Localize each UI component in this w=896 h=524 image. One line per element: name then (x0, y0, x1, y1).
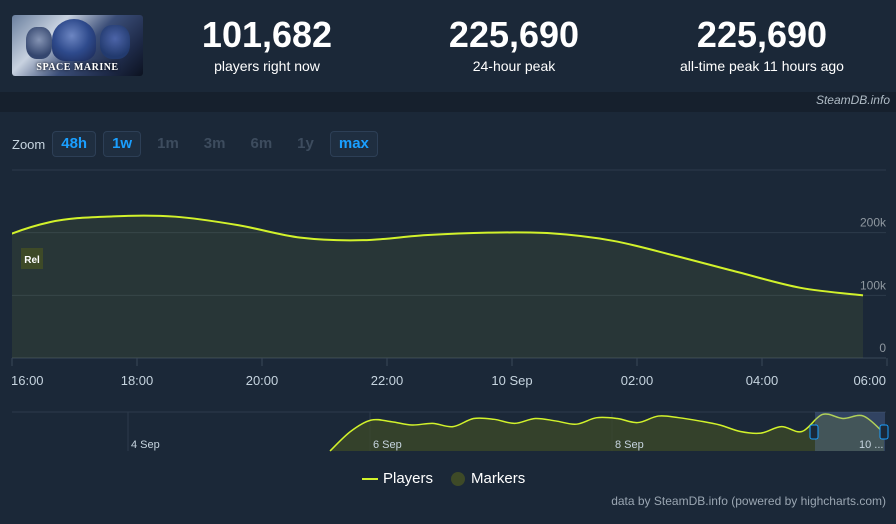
x-tick-label: 16:00 (11, 373, 44, 388)
stat-24h-peak: 225,690 24-hour peak (404, 14, 624, 76)
navigator-label: 6 Sep (373, 439, 402, 451)
zoom-1m-button[interactable]: 1m (157, 135, 179, 152)
thumbnail-figure (52, 19, 96, 61)
zoom-1y-button[interactable]: 1y (297, 135, 314, 152)
zoom-6m-button[interactable]: 6m (250, 135, 273, 152)
y-tick-label: 200k (860, 216, 887, 230)
navigator-label: 10 ... (859, 439, 883, 451)
zoom-max-button[interactable]: max (329, 131, 378, 157)
navigator-selection (815, 412, 885, 451)
legend-item-players[interactable]: Players (383, 470, 434, 487)
chart-credits[interactable]: data by SteamDB.info (powered by highcha… (611, 494, 886, 508)
stat-value: 225,690 (448, 14, 580, 55)
navigator-label: 4 Sep (131, 439, 160, 451)
release-marker: Rel (21, 248, 43, 269)
navigator-handle-left (809, 424, 819, 440)
stat-current-players: 101,682 players right now (157, 14, 377, 76)
x-tick-label: 20:00 (246, 373, 279, 388)
y-tick-label: 100k (860, 278, 887, 292)
navigator-label: 8 Sep (615, 439, 644, 451)
legend-item-markers[interactable]: Markers (471, 470, 526, 487)
game-logo: SPACE MARINE (36, 62, 119, 73)
thumbnail-figure (26, 27, 52, 59)
navigator-line (329, 413, 885, 452)
zoom-48h-button[interactable]: 48h (52, 131, 97, 157)
zoom-label: Zoom (12, 136, 46, 152)
y-tick-label: 0 (879, 341, 886, 355)
divider-band (0, 92, 896, 112)
zoom-3m-button[interactable]: 3m (203, 135, 226, 152)
navigator-handle-right (879, 424, 889, 440)
stat-label: 24-hour peak (472, 58, 556, 74)
zoom-controls: Zoom 48h 1w 1m 3m 6m 1y max (12, 131, 385, 157)
x-tick-label: 04:00 (746, 373, 779, 388)
credit-link[interactable]: SteamDB.info (815, 93, 890, 107)
thumbnail-figure (100, 25, 130, 59)
stat-value: 101,682 (201, 14, 333, 55)
x-tick-label: 06:00 (853, 373, 886, 388)
zoom-1w-button[interactable]: 1w (103, 131, 142, 157)
legend-dot-swatch (451, 471, 466, 486)
x-tick-label: 22:00 (371, 373, 404, 388)
players-area (12, 215, 863, 358)
x-tick-label: 18:00 (121, 373, 154, 388)
stat-label: players right now (214, 58, 320, 74)
stats-bar: SPACE MARINE 101,682 players right now 2… (0, 0, 896, 92)
navigator-area (330, 413, 884, 451)
chart-legend: Players Markers (362, 470, 525, 487)
marker-label: Rel (24, 255, 40, 266)
marker-flag (21, 248, 43, 269)
x-tick-label: 02:00 (621, 373, 654, 388)
players-series-line (12, 214, 864, 297)
x-tick-label: 10 Sep (491, 373, 532, 388)
stat-label: all-time peak 11 hours ago (680, 58, 844, 74)
game-thumbnail[interactable]: SPACE MARINE (12, 15, 143, 76)
stat-all-time-peak: 225,690 all-time peak 11 hours ago (652, 14, 872, 76)
legend-line-swatch (362, 477, 378, 480)
stat-value: 225,690 (696, 14, 828, 55)
